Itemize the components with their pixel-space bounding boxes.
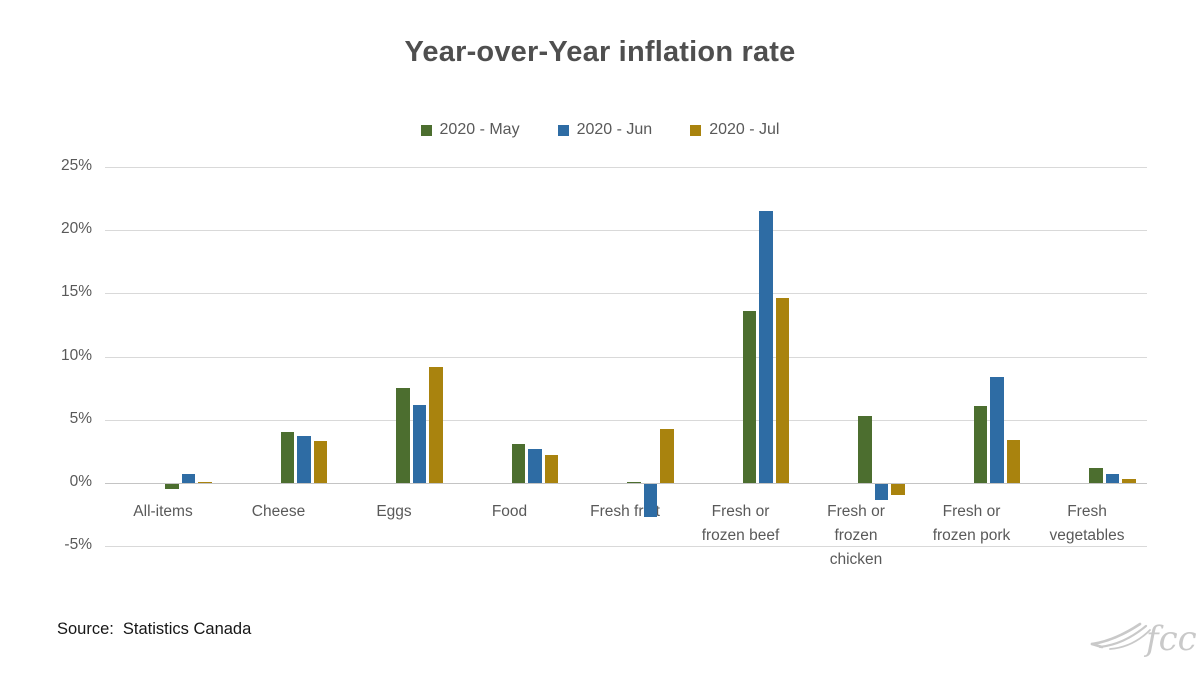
bar [297, 436, 311, 483]
chart-title: Year-over-Year inflation rate [404, 36, 796, 68]
bar [660, 428, 674, 483]
source-note: Source: Statistics Canada [57, 620, 251, 639]
y-tick-label: 0% [69, 472, 92, 490]
category-label: Fresh or frozen pork [932, 502, 1011, 544]
bar [1089, 467, 1103, 483]
fcc-logo-text: fcc [1143, 619, 1196, 659]
category-label: Fresh or frozen chicken [827, 502, 885, 568]
bar [643, 483, 658, 517]
legend-item-1: 2020 - May [420, 121, 520, 139]
category-label: All-items [133, 502, 193, 520]
category-label: Cheese [251, 502, 306, 520]
bar [759, 211, 773, 483]
bar [429, 366, 443, 483]
fcc-logo: fcc [1090, 619, 1196, 659]
bar [544, 455, 559, 483]
y-tick-label: 15% [60, 283, 92, 301]
legend-item-2: 2020 - Jun [557, 121, 653, 139]
bar [1122, 479, 1136, 483]
bar [742, 311, 757, 483]
source-label: Source: [57, 620, 114, 638]
bar [775, 298, 790, 483]
bar [412, 404, 427, 483]
source-value: Statistics Canada [122, 620, 252, 638]
y-tick-label: 25% [60, 157, 92, 174]
category-label: Fresh vegetables [1049, 502, 1125, 544]
legend-label: 2020 - May [439, 121, 520, 138]
legend-swatch-icon [557, 124, 569, 136]
bar [181, 473, 196, 483]
bar [280, 432, 295, 483]
category-label: Fresh fruit [590, 502, 660, 520]
legend-label: 2020 - Jul [709, 121, 780, 138]
legend: 2020 - May 2020 - Jun 2020 - Jul [0, 121, 1200, 139]
category-label: Food [491, 502, 528, 520]
y-tick-label: 20% [60, 220, 92, 238]
bar [990, 376, 1004, 483]
category-label: Eggs [376, 502, 412, 520]
bar [858, 415, 872, 483]
bar [198, 481, 212, 483]
y-tick-label: 5% [69, 409, 92, 427]
bar [511, 443, 526, 483]
gridline [105, 546, 1147, 547]
bar [528, 448, 542, 483]
bar [165, 483, 179, 489]
gridline [105, 419, 1147, 421]
category-label: Fresh or frozen beef [701, 502, 780, 544]
legend-item-3: 2020 - Jul [690, 121, 779, 139]
gridline [105, 356, 1147, 358]
zero-gridline [105, 482, 1147, 484]
bar [396, 388, 410, 483]
gridline [105, 167, 1147, 168]
bar [1006, 439, 1021, 483]
bar [891, 483, 905, 496]
plot-area [105, 167, 1147, 547]
gridline [105, 293, 1147, 295]
bar [1105, 473, 1120, 483]
legend-swatch-icon [690, 124, 702, 136]
gridline [105, 230, 1147, 232]
y-tick-label: 10% [60, 346, 92, 364]
legend-label: 2020 - Jun [576, 121, 653, 138]
y-tick-label: -5% [64, 536, 92, 553]
bar [874, 483, 889, 501]
bar [627, 481, 641, 483]
bar [973, 405, 988, 483]
legend-swatch-icon [420, 124, 432, 136]
bar [313, 441, 328, 483]
